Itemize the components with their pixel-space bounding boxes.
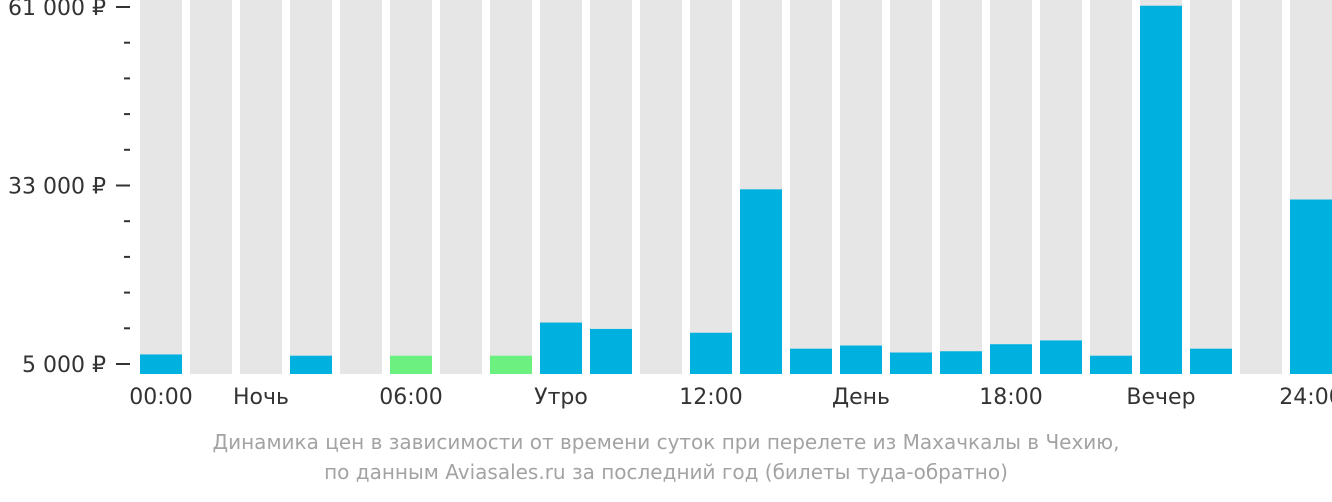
bar-hour-17[interactable] [990,344,1032,374]
bar-hour-09[interactable] [590,328,632,374]
bar-hour-21[interactable] [1190,348,1232,374]
bar-hour-05[interactable] [390,355,432,374]
bar-hour-20[interactable] [1140,5,1182,374]
x-tick-label: 24:00 [1279,385,1332,410]
bar-background-11 [690,0,732,374]
bar-background-08 [540,0,582,374]
x-tick-label: 00:00 [129,385,192,410]
bar-background-22 [1240,0,1282,374]
bar-hour-23[interactable] [1290,199,1332,374]
bar-background-16 [940,0,982,374]
bar-hour-03[interactable] [290,355,332,374]
bar-hour-00[interactable] [140,354,182,374]
bar-background-10 [640,0,682,374]
chart-caption-line-2: по данным Aviasales.ru за последний год … [324,460,1008,484]
bar-hour-08[interactable] [540,322,582,374]
bar-layer [140,5,1332,374]
x-tick-label: Ночь [233,385,289,410]
bar-background-19 [1090,0,1132,374]
bar-hour-13[interactable] [790,348,832,374]
bar-hour-18[interactable] [1040,340,1082,374]
bar-background-00 [140,0,182,374]
x-tick-label: 12:00 [679,385,742,410]
chart-caption-line-1: Динамика цен в зависимости от времени су… [212,430,1120,454]
x-axis-labels: 00:00 Ночь 06:00 Утро 12:00 День 18:00 Вечер 24:… [129,385,1332,410]
bar-background-14 [840,0,882,374]
y-axis: 61 000 ₽ 33 000 ₽ 5 000 ₽ [8,0,130,378]
bar-background-17 [990,0,1032,374]
bar-hour-11[interactable] [690,332,732,374]
bar-hour-19[interactable] [1090,355,1132,374]
price-by-hour-chart: 61 000 ₽ 33 000 ₽ 5 000 ₽ 00:00 Ночь 06:00 Ут… [8,0,1332,410]
x-tick-label: 18:00 [979,385,1042,410]
bar-background-04 [340,0,382,374]
y-tick-label: 33 000 ₽ [8,175,106,200]
y-tick-label: 5 000 ₽ [22,353,106,378]
x-tick-label: День [832,385,890,410]
bar-background-06 [440,0,482,374]
x-tick-label: 06:00 [379,385,442,410]
bar-background-21 [1190,0,1232,374]
bar-hour-12[interactable] [740,189,782,374]
bar-hour-14[interactable] [840,345,882,374]
bar-hour-15[interactable] [890,352,932,374]
bar-background-07 [490,0,532,374]
bar-hour-16[interactable] [940,351,982,374]
bar-background-09 [590,0,632,374]
bar-background-02 [240,0,282,374]
bar-background-13 [790,0,832,374]
bar-background-18 [1040,0,1082,374]
bar-background-15 [890,0,932,374]
x-tick-label: Утро [534,385,588,410]
y-tick-label: 61 000 ₽ [8,0,106,21]
bar-background-05 [390,0,432,374]
bar-background-03 [290,0,332,374]
x-tick-label: Вечер [1126,385,1195,410]
bar-background-01 [190,0,232,374]
bar-hour-07[interactable] [490,355,532,374]
